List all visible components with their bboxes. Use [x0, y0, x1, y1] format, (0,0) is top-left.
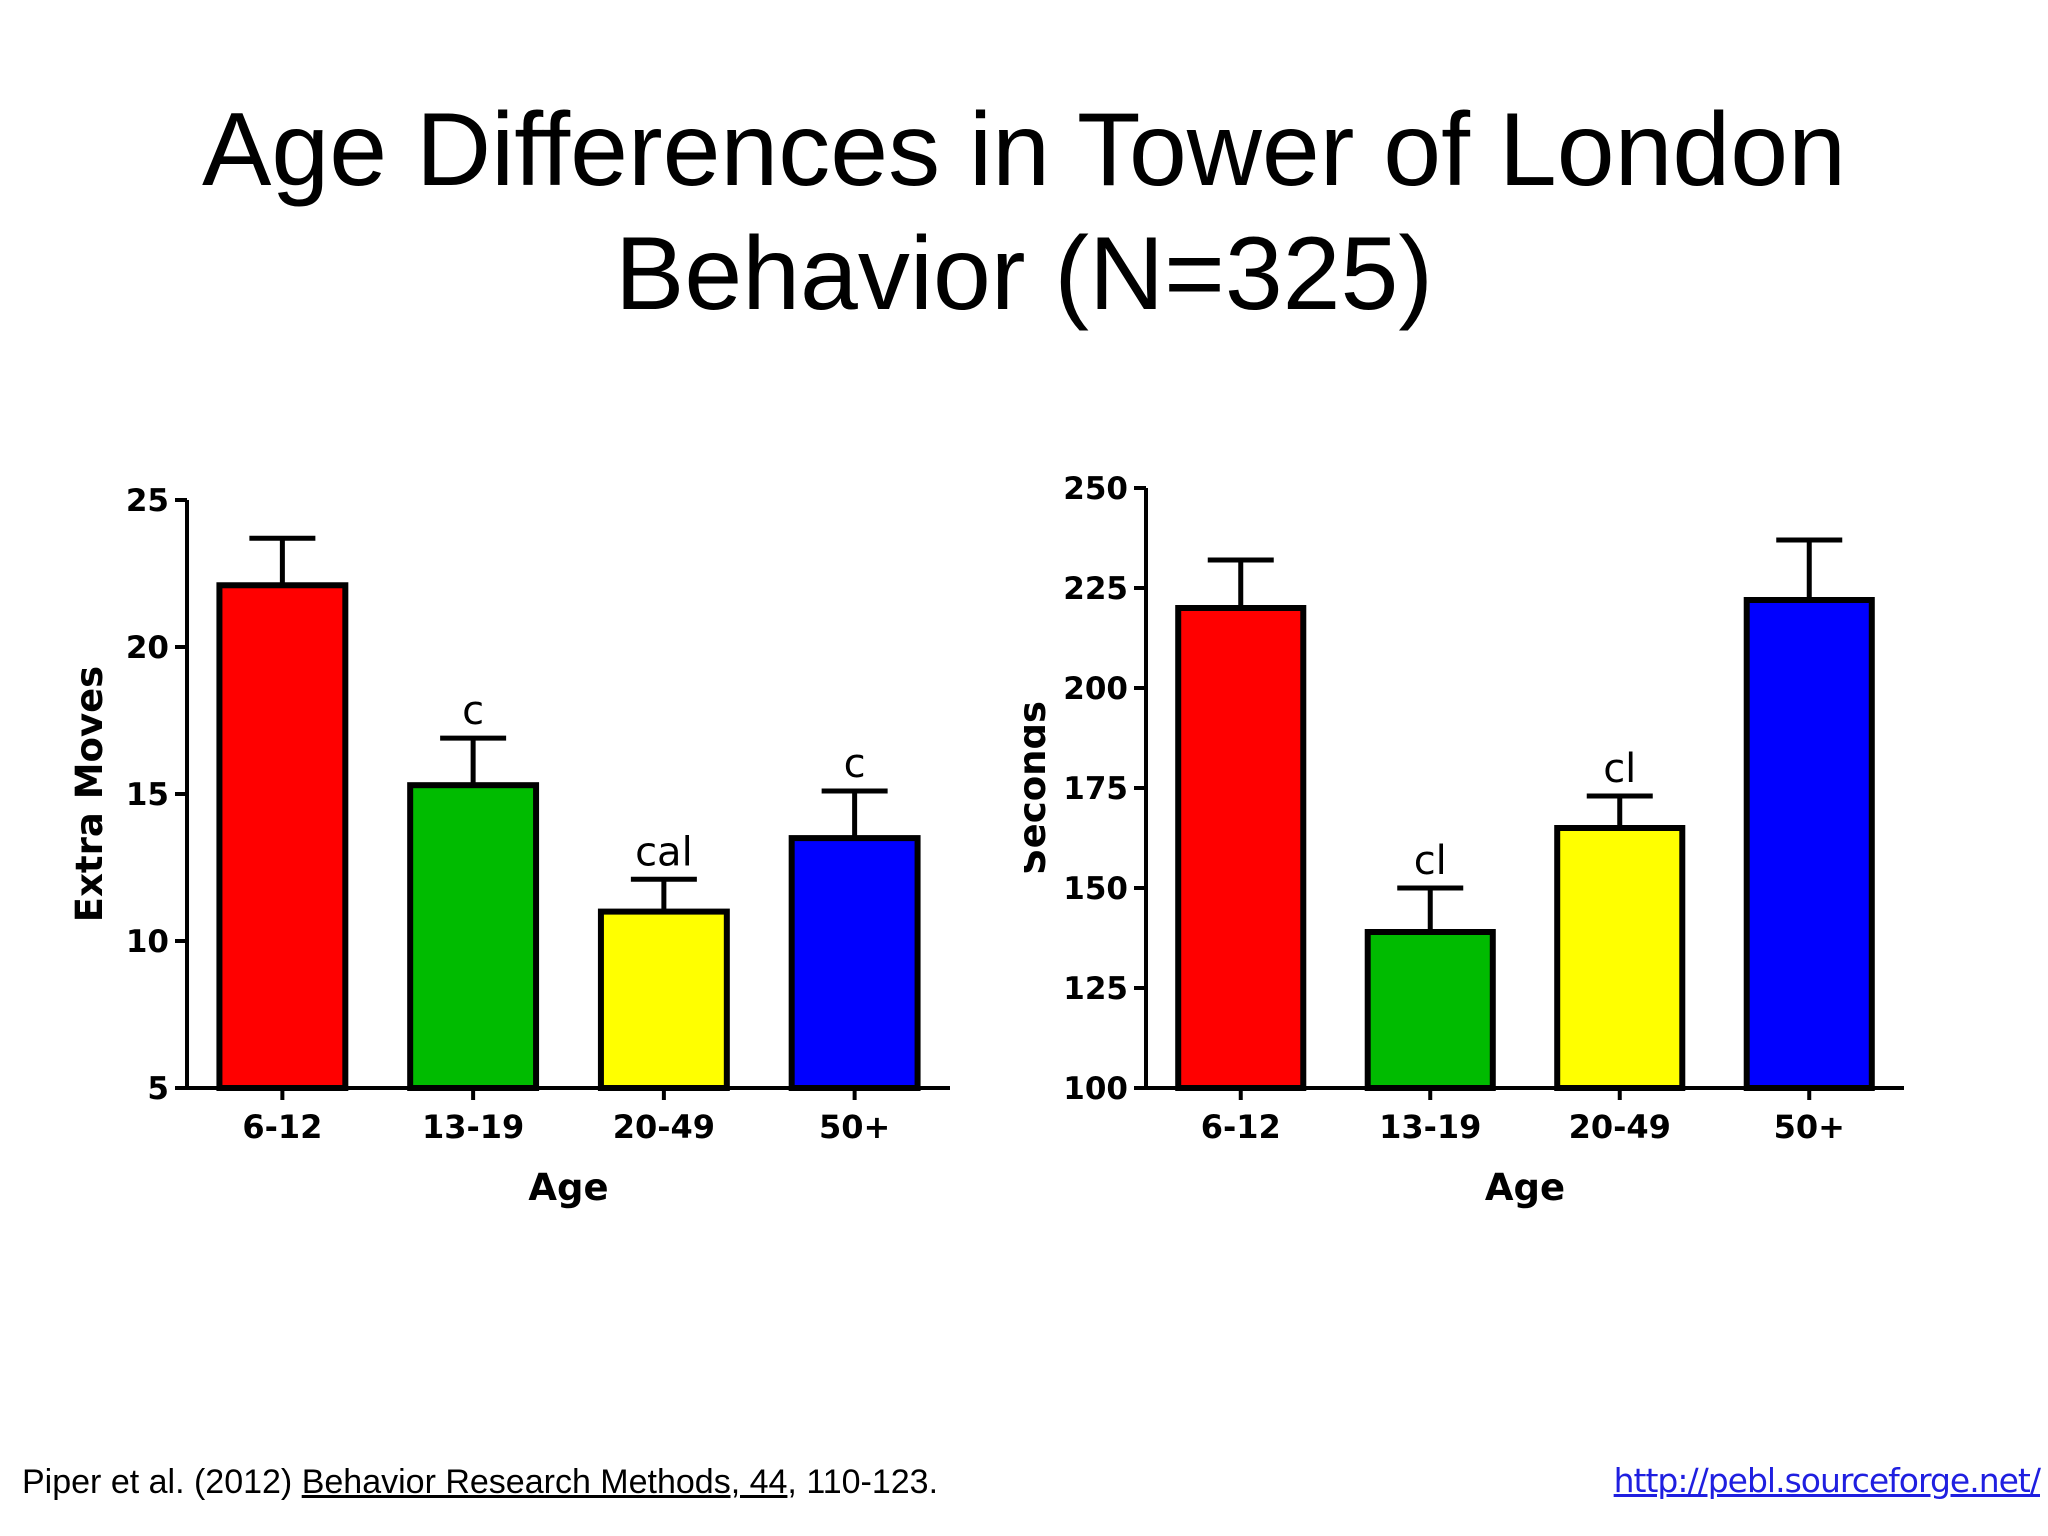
x-tick-label: 13-19 — [1379, 1108, 1481, 1146]
y-tick-label: 15 — [126, 777, 169, 813]
x-tick-label: 50+ — [1774, 1108, 1845, 1146]
bar-13-19 — [1364, 929, 1496, 1091]
slide-title-line-1: Age Differences in Tower of London — [202, 92, 1846, 208]
bar-13-19 — [407, 782, 540, 1091]
citation-journal-link[interactable]: Behavior Research Methods, 44 — [301, 1463, 788, 1501]
slide-title-line-2: Behavior (N=325) — [615, 216, 1433, 332]
significance-annotation: cl — [1603, 746, 1636, 792]
bar-20-49 — [597, 908, 730, 1091]
y-tick-label: 150 — [1063, 871, 1128, 907]
seconds-chart: 100 125 150 175 200 225 250 6-12 13-19 cl 20-49 cl 5… — [1024, 471, 1904, 1209]
significance-annotation: cl — [1414, 838, 1447, 884]
citation: Piper et al. (2012) Behavior Research Me… — [22, 1463, 938, 1502]
x-tick-label: 20-49 — [1569, 1108, 1671, 1146]
bar-50+ — [788, 835, 921, 1091]
bar-50+ — [1743, 597, 1875, 1091]
y-tick-label: 5 — [147, 1071, 169, 1107]
significance-annotation: c — [462, 688, 484, 734]
slide-title: Age Differences in Tower of London Behav… — [0, 88, 2048, 336]
pebl-website-link[interactable]: http://pebl.sourceforge.net/ — [1613, 1461, 2041, 1500]
y-tick-label: 175 — [1063, 771, 1128, 807]
significance-annotation: c — [844, 741, 866, 787]
x-tick-label: 6-12 — [1201, 1108, 1281, 1146]
bar-6-12 — [1175, 605, 1307, 1091]
x-tick-label: 20-49 — [613, 1108, 715, 1146]
extra-moves-chart: 5 10 15 20 25 6-12 13-19 c 20-49 cal 50+ c Age Extra … — [68, 483, 950, 1209]
x-axis-title: Age — [528, 1166, 608, 1209]
y-axis-title: Extra Moves — [68, 666, 111, 922]
y-axis-title: Seconds — [1024, 701, 1054, 875]
y-tick-label: 25 — [126, 483, 169, 519]
bar-20-49 — [1554, 825, 1686, 1091]
citation-prefix: Piper et al. (2012) — [22, 1463, 302, 1501]
y-tick-label: 250 — [1063, 471, 1128, 507]
citation-suffix: , 110-123. — [787, 1463, 939, 1501]
y-tick-label: 200 — [1063, 671, 1128, 707]
y-tick-label: 10 — [126, 924, 169, 960]
bar-6-12 — [216, 582, 349, 1091]
y-tick-label: 125 — [1063, 971, 1128, 1007]
y-tick-label: 20 — [126, 630, 169, 666]
x-tick-label: 50+ — [819, 1108, 890, 1146]
x-tick-label: 13-19 — [422, 1108, 524, 1146]
x-axis-title: Age — [1485, 1166, 1565, 1209]
y-tick-label: 225 — [1063, 571, 1128, 607]
significance-annotation: cal — [635, 829, 693, 875]
y-tick-label: 100 — [1063, 1071, 1128, 1107]
x-tick-label: 6-12 — [242, 1108, 322, 1146]
